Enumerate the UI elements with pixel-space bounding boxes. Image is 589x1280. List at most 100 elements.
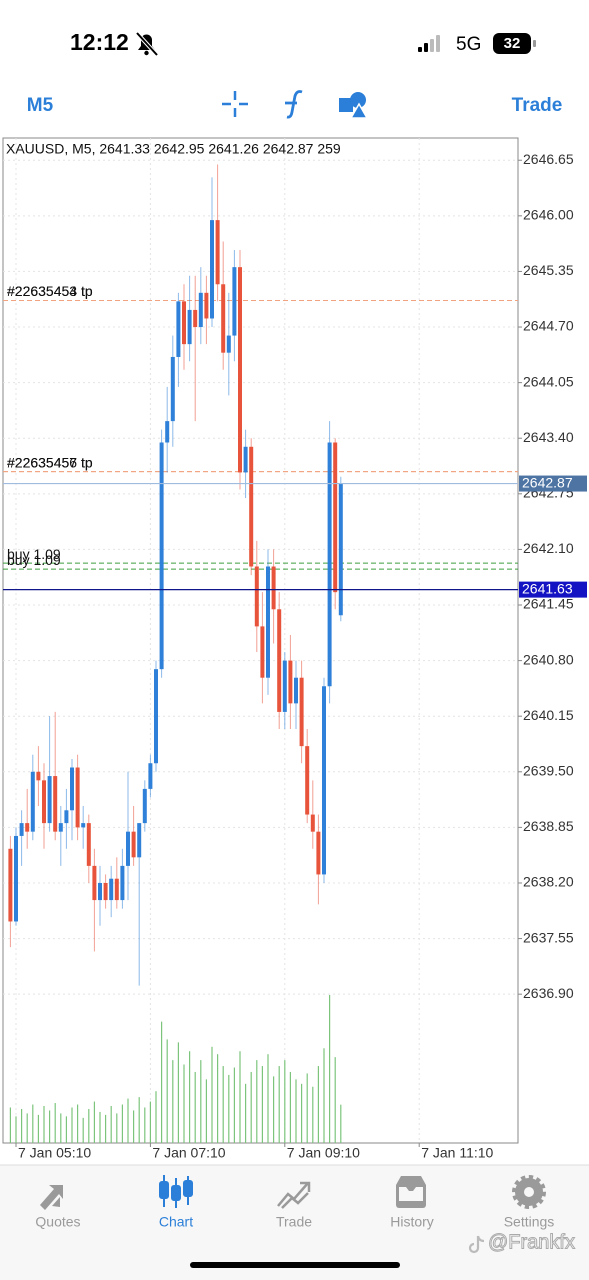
candle-body	[327, 442, 332, 687]
candle-body	[232, 267, 237, 336]
candle-body	[282, 660, 287, 712]
x-tick-label: 7 Jan 07:10	[152, 1145, 225, 1161]
order-label: buy 1.09	[7, 546, 61, 562]
order-label: #22635453 tp	[7, 283, 93, 299]
price-box	[519, 475, 587, 492]
y-tick-label: 2640.80	[523, 651, 574, 667]
candle-body	[58, 823, 63, 832]
candle-body	[30, 771, 35, 832]
candle-body	[142, 788, 147, 824]
y-tick-label: 2638.20	[523, 874, 574, 890]
candle-body	[310, 814, 315, 832]
chart-title: XAUUSD, M5, 2641.33 2642.95 2641.26 2642…	[6, 141, 341, 157]
candle-body	[137, 823, 142, 858]
candle-body	[75, 767, 80, 828]
indicators-button[interactable]	[285, 90, 303, 119]
y-tick-label: 2644.05	[523, 373, 574, 389]
candle-body	[277, 609, 282, 712]
y-tick-label: 2639.50	[523, 762, 574, 778]
battery-level: 32	[504, 35, 521, 52]
candle-body	[154, 669, 158, 764]
candle-body	[170, 356, 175, 422]
candle-body	[288, 660, 293, 704]
candle-body	[42, 780, 46, 824]
x-tick-label: 7 Jan 09:10	[287, 1145, 360, 1161]
candle-body	[215, 220, 220, 285]
y-tick-label: 2644.70	[523, 318, 574, 334]
candle-body	[114, 878, 119, 901]
objects-button[interactable]	[339, 92, 369, 119]
y-tick-label: 2637.55	[523, 929, 574, 945]
y-tick-label: 2640.15	[523, 707, 574, 723]
signal-icon	[418, 35, 440, 52]
candle-body	[64, 810, 69, 824]
candle-body	[271, 566, 276, 610]
trade-icon	[277, 1181, 311, 1209]
order-label: #22635454 tp	[7, 283, 93, 299]
candle-body	[92, 865, 97, 901]
x-tick-label: 7 Jan 05:10	[18, 1145, 91, 1161]
y-tick-label: 2641.45	[523, 596, 574, 612]
candle-body	[70, 767, 74, 811]
candle-body	[294, 677, 298, 704]
candle-body	[47, 776, 52, 824]
mute-icon	[135, 31, 159, 57]
battery-icon	[493, 33, 536, 54]
candle-body	[86, 823, 91, 866]
order-label: #22635456 tp	[7, 454, 93, 470]
watermark-logo	[468, 1235, 485, 1254]
settings-icon	[512, 1175, 546, 1209]
candle-body	[305, 746, 310, 815]
candle-body	[254, 566, 259, 627]
candle-body	[14, 835, 18, 922]
watermark: @Frankfx	[488, 1231, 575, 1253]
tab-bar	[0, 1165, 589, 1280]
x-tick-label: 7 Jan 11:10	[421, 1145, 493, 1161]
y-tick-label: 2642.10	[523, 540, 574, 556]
candle-body	[249, 446, 254, 567]
candle-body	[176, 301, 181, 357]
crosshair-button[interactable]	[222, 91, 248, 117]
candle-body	[338, 483, 343, 616]
candle-body	[243, 446, 248, 473]
chart: 2646.65 2646.00 2645.35 2644.70 2644.05 2643.…	[3, 138, 587, 1161]
tab-label[interactable]: History	[390, 1214, 434, 1230]
history-icon	[396, 1176, 426, 1208]
candle-body	[226, 335, 231, 353]
candle-body	[109, 878, 114, 901]
candle-body	[8, 848, 13, 922]
candle-body	[204, 292, 209, 319]
candle-body	[260, 626, 265, 678]
candle-body	[36, 771, 41, 781]
candle-body	[198, 292, 203, 328]
trade-button[interactable]: Trade	[512, 95, 563, 116]
home-indicator	[190, 1262, 400, 1268]
price-box	[519, 581, 587, 598]
order-label: #22635457 tp	[7, 454, 93, 470]
tab-label[interactable]: Quotes	[35, 1214, 80, 1230]
candle-body	[187, 309, 192, 345]
order-label: buy 1.09	[7, 552, 61, 568]
chart-frame	[2, 137, 519, 1144]
tab-label[interactable]: Chart	[159, 1214, 193, 1230]
candle-body	[316, 831, 321, 875]
candle-body	[126, 831, 130, 866]
candle-body	[165, 421, 170, 443]
tab-label[interactable]: Settings	[504, 1214, 555, 1230]
timeframe-button[interactable]: M5	[27, 95, 54, 116]
y-tick-label: 2646.65	[523, 151, 574, 167]
candle-body	[120, 865, 125, 901]
candle-body	[193, 309, 198, 328]
candle-body	[103, 882, 108, 901]
candle-body	[210, 220, 214, 319]
status-time: 12:12	[70, 29, 129, 55]
price-label: 2642.87	[522, 474, 573, 490]
candle-body	[131, 831, 136, 858]
candle-body	[159, 442, 164, 670]
candle-body	[98, 882, 102, 901]
candle-body	[238, 267, 242, 473]
network-type: 5G	[456, 34, 481, 55]
tab-label[interactable]: Trade	[276, 1214, 312, 1230]
